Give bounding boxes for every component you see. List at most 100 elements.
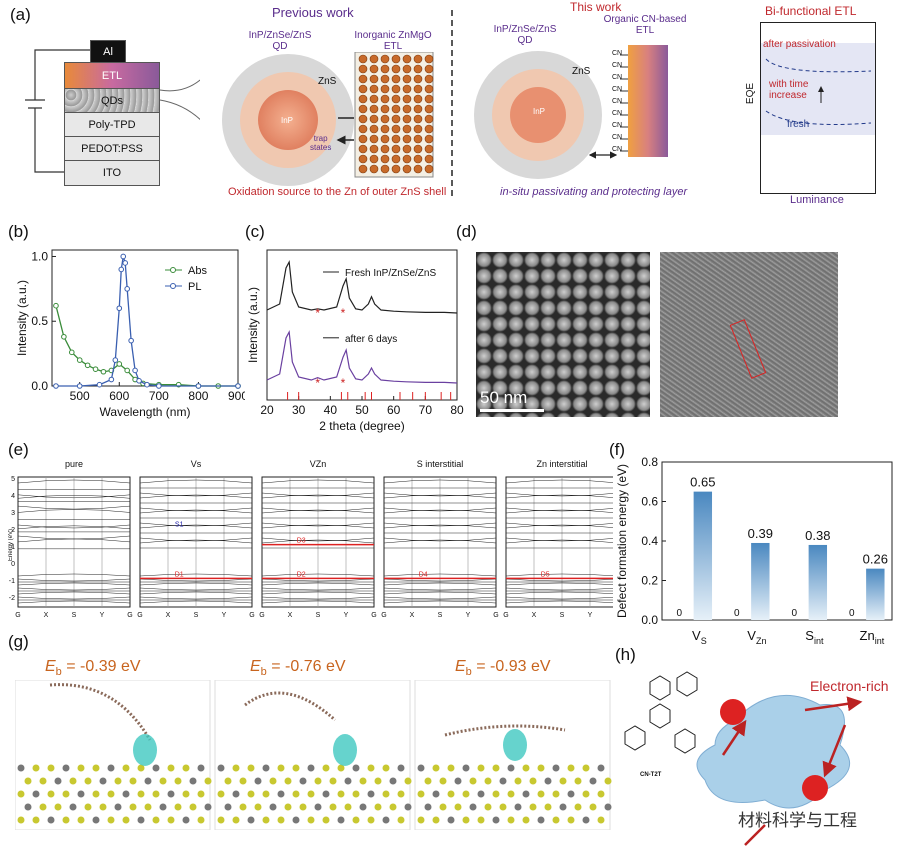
x-tick-label: 80 [450,403,464,417]
surface-atom [54,803,62,811]
surface-atom [469,777,477,785]
conduction-band [383,479,497,484]
surface-atom [544,803,552,811]
previous-work-title: Previous work [272,5,354,20]
surface-atom [182,764,190,772]
prev-inp-label: InP [281,116,294,125]
surface-atom [337,816,345,824]
zn-atom [402,54,412,64]
surface-atom [299,777,307,785]
surface-atom [224,777,232,785]
band-structures: pure G X S Y G 5 4 3 2 1 0 -1 -2 Vs G X S Y G VZn G X S Y G S inte… [8,459,613,619]
x-tick-label: 700 [149,389,169,403]
x-tick-label: 60 [387,403,401,417]
prev-etl-label: Inorganic ZnMgO ETL [354,30,432,52]
charge-density [503,729,527,761]
zn-atom [358,74,368,84]
data-point-pl [108,376,115,383]
cn-label: CN [612,110,623,117]
surface-atom [552,790,560,798]
category-label: VZn [747,628,766,646]
valence-band [17,596,131,600]
valence-band [383,591,497,595]
k-point-label: X [166,612,171,619]
y-tick-label: 0.4 [641,534,658,548]
conduction-band [261,537,375,542]
cn-label: CN [612,134,623,141]
k-point-label: G [503,612,508,619]
zn-atom [380,154,390,164]
data-point-pl [132,367,138,374]
zn-atom [380,104,390,114]
conduction-band [261,524,375,529]
k-point-label: Y [100,612,105,619]
band-y-tick: 0 [11,561,15,568]
k-point-label: X [532,612,537,619]
valence-band [383,582,497,586]
surface-atom [552,764,560,772]
category-subscript: Zn [756,636,767,646]
k-point-label: G [493,612,498,619]
data-point-pl [195,383,202,389]
series-line-pl [55,256,238,387]
surface-atom [537,816,545,824]
surface-atom [404,777,412,785]
surface-atom [507,764,515,772]
surface-atom [292,764,300,772]
conduction-band [17,525,131,530]
conduction-band [139,494,253,499]
y-tick-label: 1.0 [31,249,48,263]
surface-atom [439,803,447,811]
surface-atom [597,764,605,772]
k-point-label: S [438,612,443,619]
surface-atom [39,777,47,785]
trap-states-label: trap states [310,134,332,152]
surface-atom [129,777,137,785]
surface-atom [477,790,485,798]
surface-atom [84,803,92,811]
zn-atom [413,104,423,114]
data-point-abs [84,362,91,369]
surface-atom [122,764,130,772]
surface-atom [344,803,352,811]
prev-qd-label: InP/ZnSe/ZnS QD [248,30,312,52]
conduction-band [17,509,131,513]
k-point-label: Y [222,612,227,619]
conduction-band [505,492,613,497]
surface-atom [382,790,390,798]
conduction-band [505,507,613,512]
panel-label-h: (h) [615,645,636,664]
conduction-band [17,495,131,499]
zn-atom [402,154,412,164]
valence-band [261,582,375,586]
conduction-band [505,539,613,544]
data-point-pl [144,381,150,388]
surface-atom [522,764,530,772]
surface-atom [567,816,575,824]
zn-atom [424,74,434,84]
y-axis-label: Intensity (a.u.) [15,280,29,356]
x-tick-label: 70 [419,403,433,417]
surface-atom [367,790,375,798]
with-time-label: with time increase [769,79,809,101]
zn-atom [358,124,368,134]
surface-atom [144,803,152,811]
impurity-marker: * [315,376,320,390]
conduction-band [505,494,613,499]
surface-atom [582,790,590,798]
surface-atom [492,790,500,798]
surface-atom [167,790,175,798]
surface-atom [307,790,315,798]
valence-band [17,578,131,582]
zn-atom [391,114,401,124]
panel-label-d: (d) [456,222,477,241]
cn-label: CN [612,74,623,81]
conduction-band [261,494,375,499]
surface-atom [182,790,190,798]
zn-atom [402,64,412,74]
adsorption-structures [15,680,612,830]
k-point-label: X [410,612,415,619]
prev-caption: Oxidation source to the Zn of outer ZnS … [228,186,447,198]
band-title: Zn interstitial [536,459,587,469]
surface-atom [432,816,440,824]
